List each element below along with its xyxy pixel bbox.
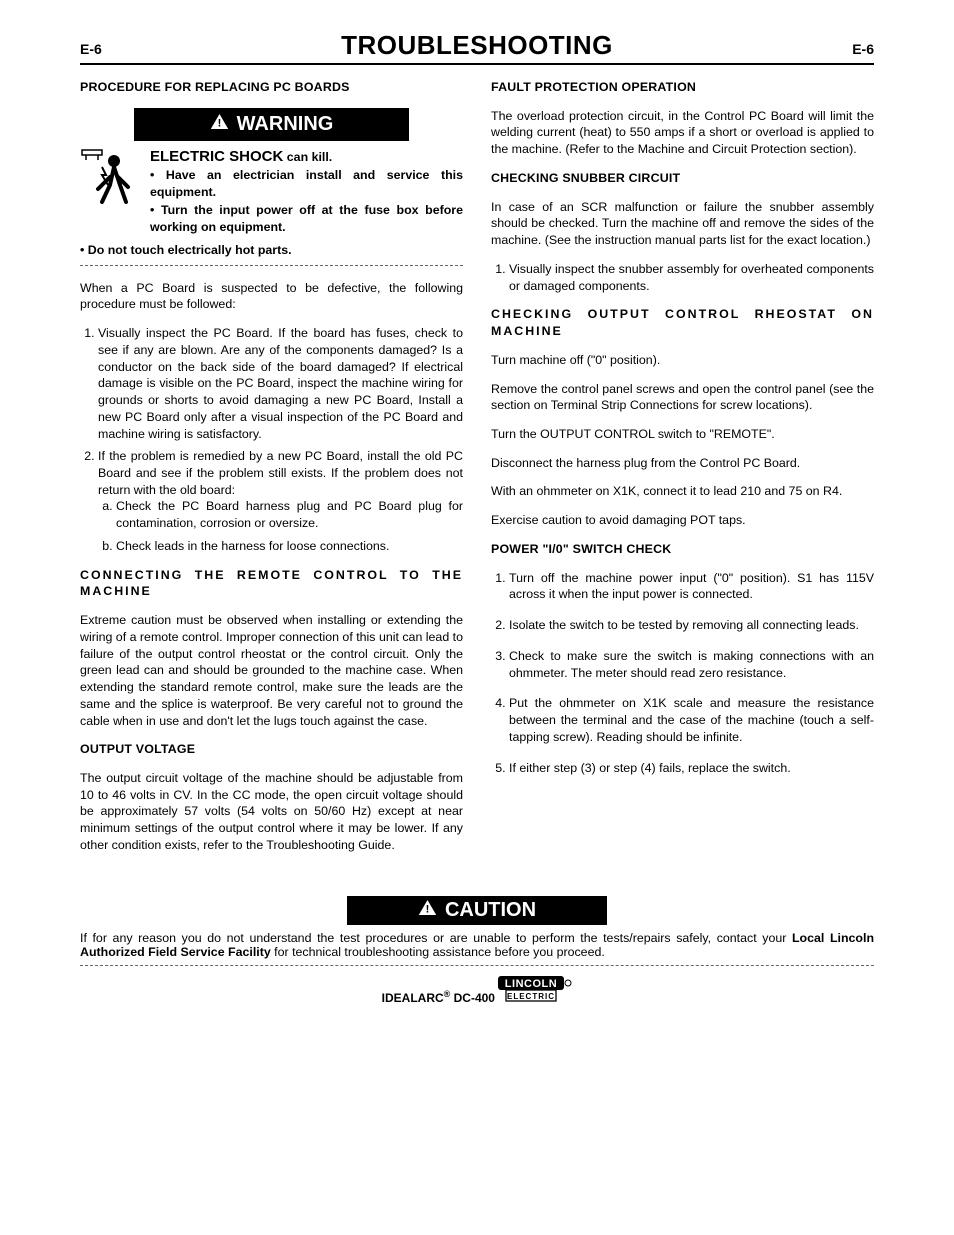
page-number-right: E-6 (852, 41, 874, 57)
sub-list: Check the PC Board harness plug and PC B… (98, 498, 463, 554)
body-paragraph: Remove the control panel screws and open… (491, 381, 874, 414)
procedure-list: Turn off the machine power input ("0" po… (491, 570, 874, 777)
section-heading: POWER "I/0" SWITCH CHECK (491, 541, 874, 558)
section-heading: PROCEDURE FOR REPLACING PC BOARDS (80, 79, 463, 96)
procedure-list: Visually inspect the PC Board. If the bo… (80, 325, 463, 555)
caution-text-part: for technical troubleshooting assistance… (271, 945, 605, 959)
procedure-list: Visually inspect the snubber assembly fo… (491, 261, 874, 294)
divider (80, 965, 874, 966)
list-item: Visually inspect the PC Board. If the bo… (98, 325, 463, 442)
warning-bar: ! WARNING (134, 108, 410, 141)
warning-label: WARNING (237, 111, 334, 138)
body-paragraph: Extreme caution must be observed when in… (80, 612, 463, 729)
section-heading: OUTPUT VOLTAGE (80, 741, 463, 758)
shock-heading: ELECTRIC SHOCK (150, 148, 283, 165)
electric-shock-icon (80, 147, 140, 238)
list-item: If the problem is remedied by a new PC B… (98, 448, 463, 554)
body-paragraph: Disconnect the harness plug from the Con… (491, 455, 874, 472)
caution-label: CAUTION (445, 899, 536, 922)
content-columns: PROCEDURE FOR REPLACING PC BOARDS ! WARN… (80, 75, 874, 866)
caution-text: If for any reason you do not understand … (80, 931, 874, 959)
list-item: Isolate the switch to be tested by remov… (509, 617, 874, 634)
caution-text-part: If for any reason you do not understand … (80, 931, 792, 945)
body-paragraph: Exercise caution to avoid damaging POT t… (491, 512, 874, 529)
product-model: DC-400 (450, 991, 495, 1005)
list-item: Put the ohmmeter on X1K scale and measur… (509, 695, 874, 745)
divider (80, 265, 463, 266)
body-paragraph: Turn the OUTPUT CONTROL switch to "REMOT… (491, 426, 874, 443)
body-paragraph: With an ohmmeter on X1K, connect it to l… (491, 483, 874, 500)
page-number-left: E-6 (80, 41, 102, 57)
page-title: TROUBLESHOOTING (341, 30, 613, 61)
caution-triangle-icon: ! (418, 899, 437, 922)
list-item: Check the PC Board harness plug and PC B… (116, 498, 463, 531)
body-paragraph: The overload protection circuit, in the … (491, 108, 874, 158)
warning-bullet: Have an electrician install and service … (150, 167, 463, 200)
body-paragraph: Turn machine off ("0" position). (491, 352, 874, 369)
svg-text:LINCOLN: LINCOLN (505, 978, 557, 990)
caution-bar: ! CAUTION (347, 896, 607, 925)
product-footer: IDEALARC® DC-400 LINCOLN ELECTRIC (80, 974, 874, 1005)
list-item: Check to make sure the switch is making … (509, 648, 874, 681)
warning-bullet-list: Have an electrician install and service … (150, 167, 463, 236)
body-paragraph: The output circuit voltage of the machin… (80, 770, 463, 854)
list-item: Check leads in the harness for loose con… (116, 538, 463, 555)
lincoln-electric-logo: LINCOLN ELECTRIC (498, 976, 572, 1005)
right-column: FAULT PROTECTION OPERATION The overload … (491, 75, 874, 866)
list-item: Turn off the machine power input ("0" po… (509, 570, 874, 603)
page-header: E-6 TROUBLESHOOTING E-6 (80, 30, 874, 65)
list-item: Visually inspect the snubber assembly fo… (509, 261, 874, 294)
section-heading: CONNECTING THE REMOTE CONTROL TO THE MAC… (80, 567, 463, 600)
left-column: PROCEDURE FOR REPLACING PC BOARDS ! WARN… (80, 75, 463, 866)
warning-bullet: • Do not touch electrically hot parts. (80, 242, 463, 259)
body-paragraph: In case of an SCR malfunction or failure… (491, 199, 874, 249)
list-item-text: If the problem is remedied by a new PC B… (98, 449, 463, 496)
svg-text:ELECTRIC: ELECTRIC (507, 992, 555, 1001)
section-heading: FAULT PROTECTION OPERATION (491, 79, 874, 96)
list-item: If either step (3) or step (4) fails, re… (509, 760, 874, 777)
product-name: IDEALARC (382, 991, 444, 1005)
shock-subtext: can kill. (283, 150, 332, 164)
footer-caution-block: ! CAUTION If for any reason you do not u… (80, 896, 874, 1005)
warning-text: ELECTRIC SHOCK can kill. Have an electri… (150, 147, 463, 238)
section-heading: CHECKING SNUBBER CIRCUIT (491, 170, 874, 187)
warning-triangle-icon: ! (210, 111, 229, 138)
warning-content: ELECTRIC SHOCK can kill. Have an electri… (80, 147, 463, 238)
intro-paragraph: When a PC Board is suspected to be defec… (80, 280, 463, 313)
section-heading: CHECKING OUTPUT CONTROL RHEOSTAT ON MACH… (491, 306, 874, 339)
warning-bullet: Turn the input power off at the fuse box… (150, 202, 463, 235)
svg-text:!: ! (426, 903, 430, 915)
svg-text:!: ! (217, 117, 221, 129)
